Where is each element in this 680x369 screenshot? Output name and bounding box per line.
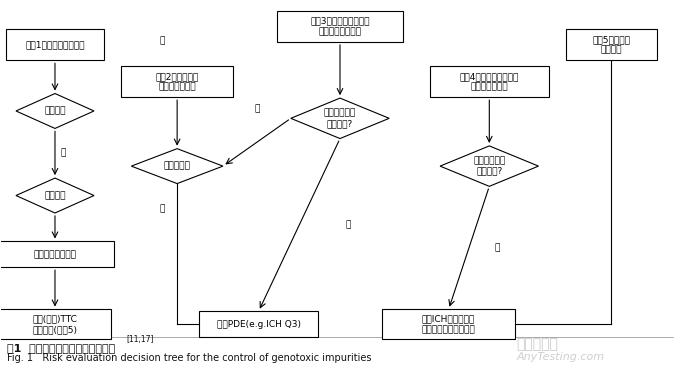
FancyBboxPatch shape [430, 66, 549, 97]
Text: 分类2：遗传毒性
物质致癌性未知: 分类2：遗传毒性 物质致癌性未知 [156, 72, 199, 91]
Polygon shape [291, 98, 389, 138]
Text: 计算PDE(e.g.ICH Q3): 计算PDE(e.g.ICH Q3) [216, 320, 301, 329]
Text: 分类1：遗传毒性致癌物: 分类1：遗传毒性致癌物 [25, 40, 85, 49]
FancyBboxPatch shape [0, 310, 111, 339]
Text: 分类4：具有警示结构，
与药物结构相关: 分类4：具有警示结构， 与药物结构相关 [460, 72, 519, 91]
Text: [11,17]: [11,17] [126, 335, 154, 344]
Text: 去除杂质: 去除杂质 [44, 107, 66, 115]
Text: 是: 是 [160, 37, 165, 45]
Text: 是: 是 [160, 205, 165, 214]
Text: 该药物是否有
遗传毒性?: 该药物是否有 遗传毒性? [473, 156, 505, 176]
Text: 分类5：不具有
警示结构: 分类5：不具有 警示结构 [592, 35, 630, 55]
FancyBboxPatch shape [199, 311, 318, 337]
Text: 图1  遗传毒性杂质风险控制决策树: 图1 遗传毒性杂质风险控制决策树 [7, 343, 116, 353]
Text: 否: 否 [495, 244, 500, 252]
Text: 根据ICH指南中一般
杂质控制方法进行控制: 根据ICH指南中一般 杂质控制方法进行控制 [422, 314, 475, 334]
Text: Fig. 1   Risk evaluation decision tree for the control of genotoxic impurities: Fig. 1 Risk evaluation decision tree for… [7, 353, 372, 363]
FancyBboxPatch shape [121, 66, 233, 97]
Text: 是: 是 [254, 105, 260, 114]
Text: 分类3：具有警示结构，
但与药物结构无关: 分类3：具有警示结构， 但与药物结构无关 [310, 17, 370, 36]
Polygon shape [131, 149, 223, 184]
Text: 采用(分期)TTC
进行控制(见表5): 采用(分期)TTC 进行控制(见表5) [33, 314, 78, 334]
Text: AnyTesting.com: AnyTesting.com [516, 352, 605, 362]
Polygon shape [440, 146, 539, 186]
FancyBboxPatch shape [277, 11, 403, 42]
Polygon shape [16, 93, 94, 128]
Text: 该杂质是否有
遗传毒性?: 该杂质是否有 遗传毒性? [324, 108, 356, 128]
FancyBboxPatch shape [6, 29, 104, 61]
Text: 风险评估: 风险评估 [44, 191, 66, 200]
Text: 否: 否 [345, 220, 351, 230]
FancyBboxPatch shape [382, 310, 515, 339]
Text: 用阈值控制: 用阈值控制 [164, 162, 190, 170]
FancyBboxPatch shape [566, 29, 658, 61]
FancyBboxPatch shape [0, 241, 114, 267]
Text: 否: 否 [61, 149, 66, 158]
Polygon shape [16, 178, 94, 213]
Text: 嘉峪检测网: 嘉峪检测网 [516, 337, 558, 351]
Text: 未通过或风险未知: 未通过或风险未知 [33, 250, 76, 259]
